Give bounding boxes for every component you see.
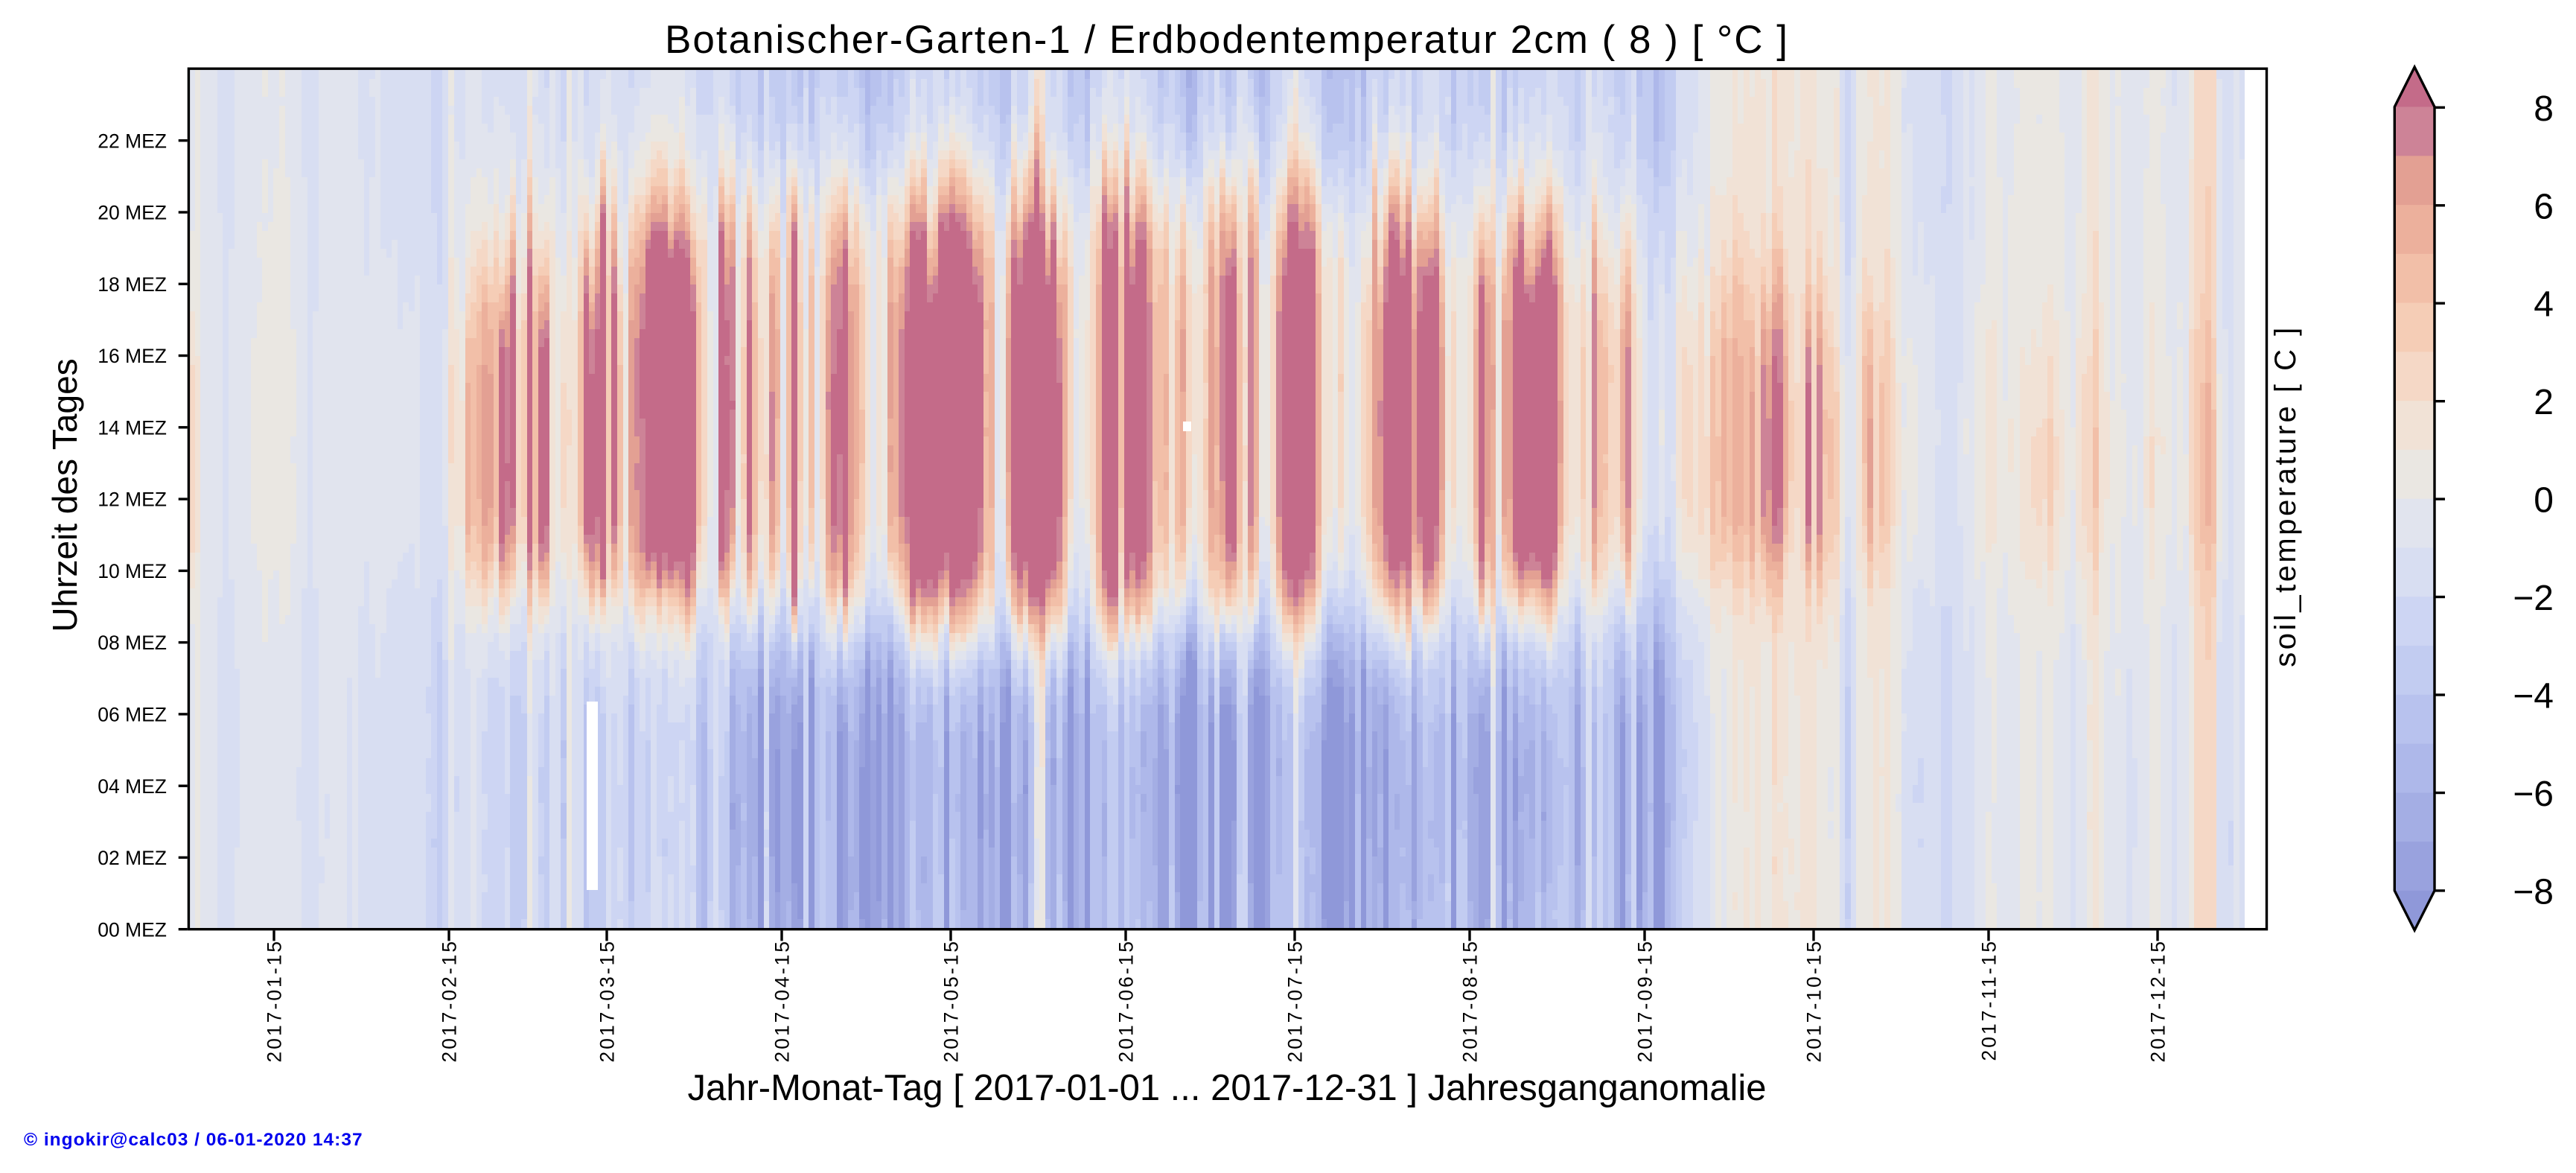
svg-text:06 MEZ: 06 MEZ [98, 704, 167, 726]
svg-text:2017-11-15: 2017-11-15 [1978, 939, 2000, 1061]
svg-text:00 MEZ: 00 MEZ [98, 918, 167, 941]
svg-text:Jahr-Monat-Tag [ 2017-01-01 ..: Jahr-Monat-Tag [ 2017-01-01 ... 2017-12-… [687, 1068, 1766, 1108]
svg-text:8: 8 [2534, 89, 2554, 129]
svg-text:2017-02-15: 2017-02-15 [439, 939, 461, 1063]
svg-text:12 MEZ: 12 MEZ [98, 489, 167, 511]
svg-text:16 MEZ: 16 MEZ [98, 345, 167, 367]
svg-text:22 MEZ: 22 MEZ [98, 130, 167, 152]
svg-text:2017-08-15: 2017-08-15 [1459, 939, 1482, 1063]
svg-text:10 MEZ: 10 MEZ [98, 560, 167, 582]
svg-text:4: 4 [2534, 285, 2554, 325]
svg-text:© ingokir@calc03 / 06-01-2020: © ingokir@calc03 / 06-01-2020 14:37 [24, 1130, 363, 1150]
svg-text:04 MEZ: 04 MEZ [98, 775, 167, 798]
svg-text:2: 2 [2534, 383, 2554, 422]
svg-text:02 MEZ: 02 MEZ [98, 847, 167, 869]
svg-text:08 MEZ: 08 MEZ [98, 632, 167, 654]
svg-text:2017-10-15: 2017-10-15 [1803, 939, 1826, 1063]
svg-text:2017-03-15: 2017-03-15 [596, 939, 619, 1063]
svg-text:2017-04-15: 2017-04-15 [771, 939, 794, 1063]
svg-text:2017-05-15: 2017-05-15 [940, 939, 963, 1063]
svg-text:2017-07-15: 2017-07-15 [1284, 939, 1307, 1063]
svg-text:−6: −6 [2513, 775, 2554, 814]
svg-text:14 MEZ: 14 MEZ [98, 416, 167, 439]
svg-text:2017-09-15: 2017-09-15 [1634, 939, 1657, 1063]
svg-text:−2: −2 [2513, 579, 2554, 618]
svg-text:2017-12-15: 2017-12-15 [2147, 939, 2169, 1063]
svg-text:20 MEZ: 20 MEZ [98, 202, 167, 224]
svg-text:−4: −4 [2513, 677, 2554, 716]
svg-text:0: 0 [2534, 481, 2554, 521]
svg-text:soil_temperature [ C ]: soil_temperature [ C ] [2269, 325, 2302, 667]
svg-text:2017-01-15: 2017-01-15 [264, 939, 286, 1063]
svg-text:6: 6 [2534, 187, 2554, 226]
svg-text:Uhrzeit des Tages: Uhrzeit des Tages [45, 358, 84, 632]
svg-text:−8: −8 [2513, 872, 2554, 912]
svg-text:2017-06-15: 2017-06-15 [1115, 939, 1138, 1063]
svg-text:18 MEZ: 18 MEZ [98, 273, 167, 296]
svg-text:Botanischer-Garten-1 / Erdbode: Botanischer-Garten-1 / Erdbodentemperatu… [665, 18, 1789, 62]
